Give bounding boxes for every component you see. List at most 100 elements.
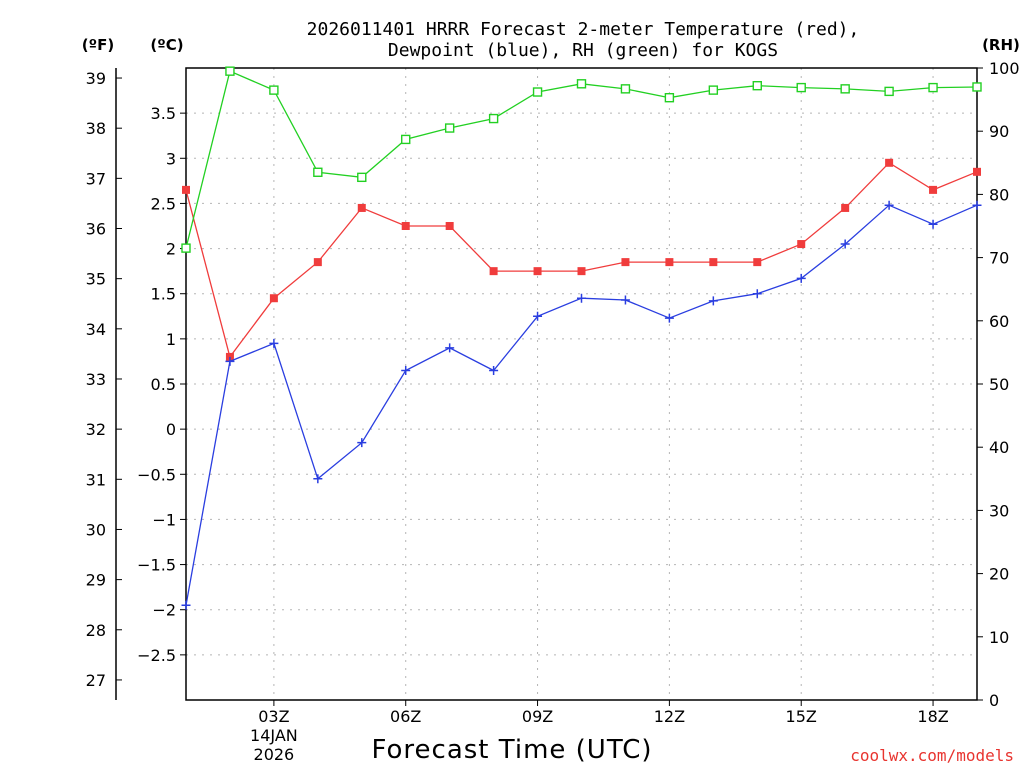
dewpoint-point bbox=[401, 365, 411, 375]
rh-tick-label: 40 bbox=[989, 438, 1009, 457]
temperature-point bbox=[489, 267, 498, 276]
rh-point bbox=[620, 84, 631, 94]
celsius-tick-label: −1 bbox=[152, 510, 176, 529]
x-axis-label: Forecast Time (UTC) bbox=[371, 735, 652, 765]
dewpoint-point bbox=[928, 219, 938, 229]
rh-tick-label: 70 bbox=[989, 249, 1009, 268]
temperature-point bbox=[225, 352, 234, 361]
x-tick-label: 03Z bbox=[258, 707, 289, 726]
x-tick-sublabel: 2026 bbox=[254, 745, 295, 764]
rh-unit-label: (RH) bbox=[982, 36, 1020, 54]
dewpoint-point bbox=[664, 313, 674, 323]
temperature-point bbox=[269, 294, 278, 303]
temperature-point bbox=[929, 185, 938, 194]
temperature-point bbox=[313, 258, 322, 267]
dewpoint-point bbox=[884, 200, 894, 210]
temperature-point bbox=[885, 158, 894, 167]
temperature-point bbox=[753, 258, 762, 267]
rh-point bbox=[664, 93, 675, 103]
axis-ticks: 3.5 3 2.5 2 1.5 1 0.5 0 −0.5 −1 −1.5 −2 −2.5 39 38 37 36… bbox=[86, 59, 1020, 764]
fahrenheit-tick-label: 39 bbox=[86, 69, 106, 88]
rh-tick-label: 60 bbox=[989, 312, 1009, 331]
celsius-tick-label: −2.5 bbox=[137, 646, 176, 665]
dewpoint-point bbox=[708, 296, 718, 306]
rh-tick-label: 80 bbox=[989, 185, 1009, 204]
dewpoint-line bbox=[185, 204, 978, 606]
dewpoint-point bbox=[445, 343, 455, 353]
celsius-tick-label: 3.5 bbox=[151, 104, 176, 123]
rh-tick-label: 100 bbox=[989, 59, 1020, 78]
temperature-point bbox=[445, 222, 454, 230]
temperature-point bbox=[357, 203, 366, 212]
rh-point bbox=[532, 87, 543, 97]
celsius-tick-label: 2 bbox=[166, 240, 176, 259]
rh-point bbox=[796, 82, 806, 93]
fahrenheit-tick-label: 29 bbox=[86, 571, 106, 590]
credit-text: coolwx.com/models bbox=[850, 746, 1014, 765]
fahrenheit-tick-label: 36 bbox=[86, 220, 106, 239]
rh-point bbox=[269, 85, 279, 95]
temperature-series bbox=[182, 158, 981, 361]
rh-line bbox=[185, 70, 978, 249]
celsius-unit-label: (ºC) bbox=[150, 36, 183, 54]
rh-point bbox=[401, 134, 411, 145]
celsius-tick-label: 1.5 bbox=[151, 285, 176, 304]
series-layer bbox=[181, 66, 982, 610]
x-tick-label: 09Z bbox=[522, 707, 553, 726]
fahrenheit-tick-label: 28 bbox=[86, 621, 106, 640]
rh-point bbox=[313, 167, 323, 177]
grid-lines bbox=[186, 68, 977, 700]
temperature-point bbox=[709, 258, 718, 267]
dewpoint-point bbox=[269, 338, 279, 348]
rh-point bbox=[181, 243, 191, 253]
rh-point bbox=[840, 84, 850, 94]
temperature-point bbox=[665, 258, 674, 267]
fahrenheit-tick-label: 32 bbox=[86, 420, 106, 439]
temperature-point bbox=[973, 167, 981, 176]
rh-tick-label: 90 bbox=[989, 122, 1009, 141]
dewpoint-point bbox=[489, 365, 499, 375]
chart-title-line-2: Dewpoint (blue), RH (green) for KOGS bbox=[388, 40, 778, 61]
fahrenheit-tick-label: 37 bbox=[86, 169, 106, 188]
x-tick-label: 12Z bbox=[654, 707, 685, 726]
dewpoint-point bbox=[357, 438, 367, 448]
rh-point bbox=[357, 172, 367, 183]
fahrenheit-unit-label: (ºF) bbox=[82, 36, 114, 54]
rh-point bbox=[972, 82, 982, 92]
rh-tick-label: 0 bbox=[989, 691, 999, 710]
dewpoint-point bbox=[972, 200, 982, 210]
celsius-tick-label: −1.5 bbox=[137, 556, 176, 575]
temperature-point bbox=[621, 258, 630, 267]
dewpoint-point bbox=[620, 295, 630, 305]
temperature-point bbox=[182, 185, 190, 194]
rh-tick-label: 30 bbox=[989, 501, 1009, 520]
dewpoint-series bbox=[181, 200, 982, 610]
celsius-tick-label: 0 bbox=[166, 420, 176, 439]
temperature-line bbox=[185, 161, 978, 359]
temperature-point bbox=[577, 267, 586, 276]
temperature-point bbox=[401, 222, 410, 230]
fahrenheit-tick-label: 35 bbox=[86, 270, 106, 289]
rh-point bbox=[884, 86, 894, 97]
celsius-tick-label: 0.5 bbox=[151, 375, 176, 394]
fahrenheit-tick-label: 33 bbox=[86, 370, 106, 389]
x-tick-label: 18Z bbox=[917, 707, 948, 726]
rh-series bbox=[181, 66, 982, 253]
fahrenheit-tick-label: 31 bbox=[86, 470, 106, 489]
rh-tick-label: 20 bbox=[989, 565, 1009, 584]
x-tick-label: 15Z bbox=[786, 707, 817, 726]
chart-title-line-1: 2026011401 HRRR Forecast 2-meter Tempera… bbox=[307, 19, 860, 40]
dewpoint-point bbox=[577, 293, 586, 303]
temperature-point bbox=[533, 267, 542, 276]
dewpoint-point bbox=[181, 600, 191, 610]
rh-point bbox=[928, 82, 938, 93]
dewpoint-point bbox=[225, 356, 235, 366]
rh-point bbox=[488, 113, 499, 124]
rh-point bbox=[752, 80, 762, 91]
rh-point bbox=[708, 85, 719, 95]
rh-point bbox=[576, 79, 587, 89]
x-tick-sublabel: 14JAN bbox=[250, 726, 298, 745]
rh-tick-label: 50 bbox=[989, 375, 1009, 394]
celsius-tick-label: −2 bbox=[152, 601, 176, 620]
dewpoint-point bbox=[533, 311, 543, 321]
